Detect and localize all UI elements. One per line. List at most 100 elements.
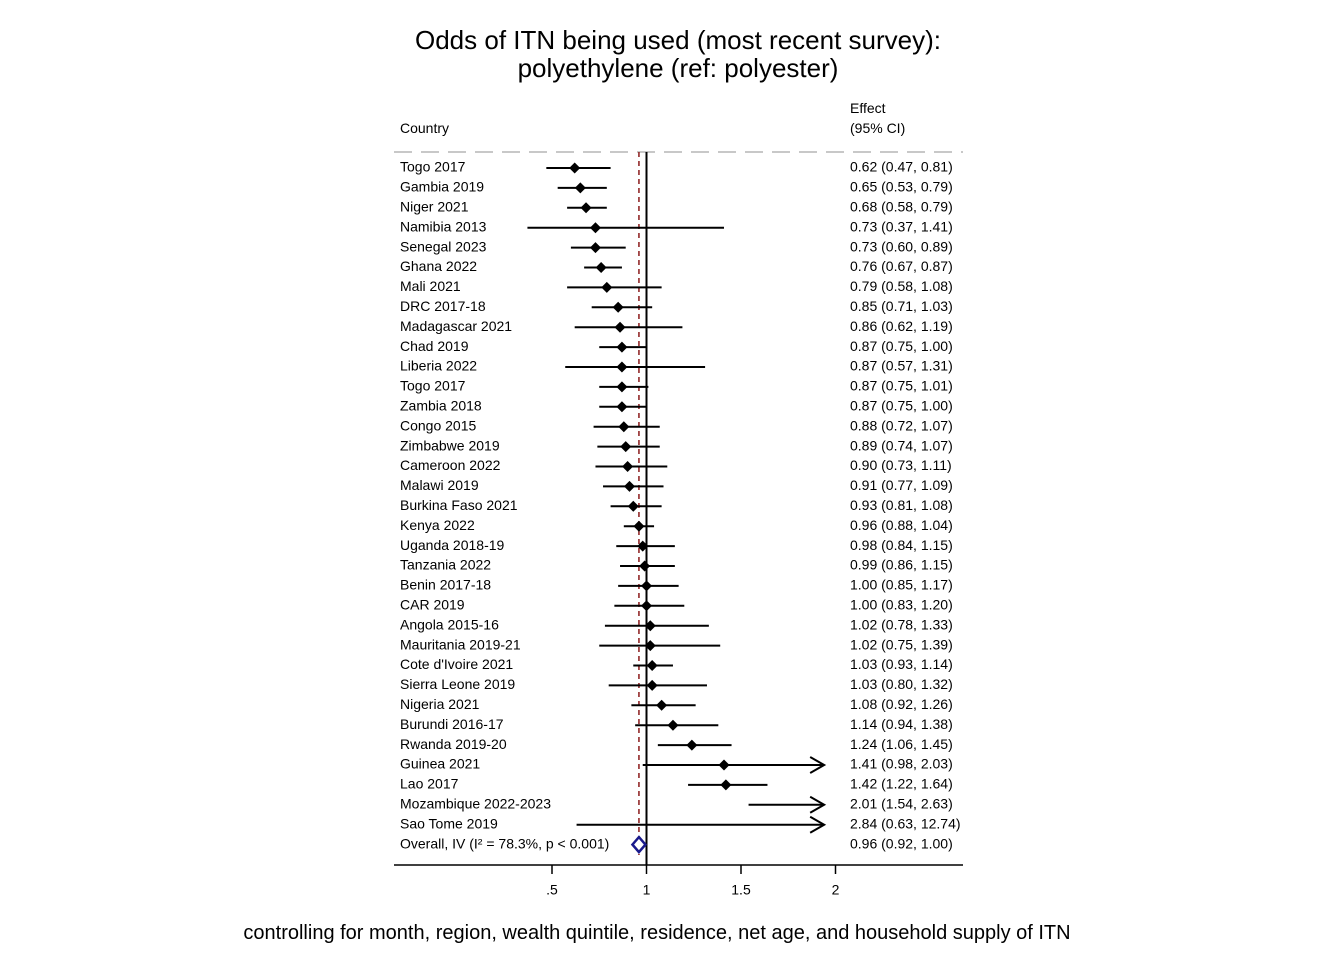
point-estimate-marker: [595, 262, 607, 273]
point-estimate-marker: [601, 281, 613, 293]
effect-ci-text: 0.76 (0.67, 0.87): [850, 258, 953, 274]
ci-arrow-right: [809, 815, 827, 834]
effect-ci-text: 0.91 (0.77, 1.09): [850, 477, 953, 493]
study-label: Zimbabwe 2019: [400, 437, 500, 453]
point-estimate-marker: [646, 679, 658, 691]
effect-ci-text: 0.93 (0.81, 1.08): [850, 497, 953, 513]
effect-ci-text: 0.99 (0.86, 1.15): [850, 557, 953, 573]
effect-ci-text: 0.87 (0.75, 1.01): [850, 378, 953, 394]
point-estimate-marker: [720, 779, 732, 791]
point-estimate-marker: [646, 660, 658, 671]
study-label: Sierra Leone 2019: [400, 676, 515, 692]
point-estimate-marker: [622, 461, 634, 472]
point-estimate-marker: [616, 361, 628, 373]
point-estimate-marker: [589, 242, 601, 254]
point-estimate-marker: [580, 202, 592, 214]
effect-ci-text: 0.85 (0.71, 1.03): [850, 298, 953, 314]
study-label: Zambia 2018: [400, 398, 482, 414]
effect-ci-text: 1.03 (0.93, 1.14): [850, 656, 953, 672]
study-label: Cameroon 2022: [400, 457, 501, 473]
study-label: Madagascar 2021: [400, 318, 512, 334]
study-label: Burkina Faso 2021: [400, 497, 518, 513]
effect-ci-text: 0.86 (0.62, 1.19): [850, 318, 953, 334]
effect-header: Effect: [850, 100, 886, 116]
point-estimate-marker: [627, 500, 639, 512]
x-tick-label: 1: [643, 882, 651, 898]
effect-ci-text: 2.01 (1.54, 2.63): [850, 796, 953, 812]
overall-diamond: [630, 835, 648, 855]
study-label: Uganda 2018-19: [400, 537, 505, 553]
study-label: Mauritania 2019-21: [400, 636, 521, 652]
effect-ci-text: 0.62 (0.47, 0.81): [850, 159, 953, 175]
study-label: Congo 2015: [400, 417, 477, 433]
point-estimate-marker: [633, 520, 645, 532]
chart-subtitle: polyethylene (ref: polyester): [517, 53, 839, 83]
study-label: Senegal 2023: [400, 238, 487, 254]
study-label: Cote d'Ivoire 2021: [400, 656, 513, 672]
study-label: Burundi 2016-17: [400, 716, 504, 732]
effect-ci-text: 0.79 (0.58, 1.08): [850, 278, 953, 294]
effect-ci-text: 0.89 (0.74, 1.07): [850, 437, 953, 453]
point-estimate-marker: [637, 540, 649, 552]
point-estimate-marker: [569, 162, 581, 174]
point-estimate-marker: [614, 321, 626, 333]
x-tick-label: .5: [546, 882, 558, 898]
effect-ci-text: 1.03 (0.80, 1.32): [850, 676, 953, 692]
effect-ci-text: 0.88 (0.72, 1.07): [850, 417, 953, 433]
footnote: controlling for month, region, wealth qu…: [243, 922, 1071, 944]
point-estimate-marker: [641, 580, 652, 592]
effect-ci-text: 0.73 (0.60, 0.89): [850, 238, 953, 254]
study-label: DRC 2017-18: [400, 298, 486, 314]
chart-title: Odds of ITN being used (most recent surv…: [415, 25, 941, 55]
country-header: Country: [400, 120, 450, 136]
study-label: Rwanda 2019-20: [400, 736, 507, 752]
study-label: Nigeria 2021: [400, 696, 480, 712]
effect-ci-text: 1.02 (0.75, 1.39): [850, 636, 953, 652]
point-estimate-marker: [616, 341, 628, 353]
study-label: CAR 2019: [400, 597, 465, 613]
effect-ci-text: 1.00 (0.83, 1.20): [850, 597, 953, 613]
point-estimate-marker: [641, 600, 652, 612]
study-label: Lao 2017: [400, 776, 459, 792]
overall-label: Overall, IV (I² = 78.3%, p < 0.001): [400, 835, 609, 851]
study-label: Chad 2019: [400, 338, 469, 354]
effect-ci-text: 1.08 (0.92, 1.26): [850, 696, 953, 712]
point-estimate-marker: [639, 560, 651, 572]
study-label: Niger 2021: [400, 199, 469, 215]
ci-arrow-right: [809, 795, 827, 814]
study-label: Mozambique 2022-2023: [400, 796, 551, 812]
effect-ci-text: 0.65 (0.53, 0.79): [850, 179, 953, 195]
study-label: Guinea 2021: [400, 756, 480, 772]
effect-ci-text: 1.41 (0.98, 2.03): [850, 756, 953, 772]
point-estimate-marker: [618, 421, 630, 433]
point-estimate-marker: [718, 759, 730, 771]
study-label: Togo 2017: [400, 159, 466, 175]
point-estimate-marker: [616, 381, 628, 393]
overall-effect-ci-text: 0.96 (0.92, 1.00): [850, 835, 953, 851]
point-estimate-marker: [686, 739, 698, 751]
point-estimate-marker: [644, 620, 656, 632]
point-estimate-marker: [574, 182, 586, 194]
point-estimate-marker: [656, 699, 668, 711]
effect-ci-text: 0.90 (0.73, 1.11): [850, 457, 952, 473]
effect-ci-text: 1.14 (0.94, 1.38): [850, 716, 953, 732]
ci-arrow-right: [809, 756, 827, 774]
effect-ci-text: 1.24 (1.06, 1.45): [850, 736, 953, 752]
effect-ci-text: 1.02 (0.78, 1.33): [850, 616, 953, 632]
point-estimate-marker: [589, 222, 601, 234]
point-estimate-marker: [616, 401, 628, 413]
effect-ci-text: 0.73 (0.37, 1.41): [850, 218, 953, 234]
effect-ci-text: 2.84 (0.63, 12.74): [850, 815, 961, 831]
study-label: Tanzania 2022: [400, 557, 491, 573]
effect-ci-text: 1.42 (1.22, 1.64): [850, 776, 953, 792]
effect-ci-text: 0.98 (0.84, 1.15): [850, 537, 953, 553]
ci-header: (95% CI): [850, 120, 906, 136]
effect-ci-text: 0.87 (0.75, 1.00): [850, 398, 953, 414]
effect-ci-text: 0.68 (0.58, 0.79): [850, 199, 953, 215]
study-label: Namibia 2013: [400, 218, 487, 234]
study-label: Mali 2021: [400, 278, 461, 294]
study-label: Kenya 2022: [400, 517, 475, 533]
study-label: Ghana 2022: [400, 258, 477, 274]
effect-ci-text: 0.87 (0.57, 1.31): [850, 358, 953, 374]
